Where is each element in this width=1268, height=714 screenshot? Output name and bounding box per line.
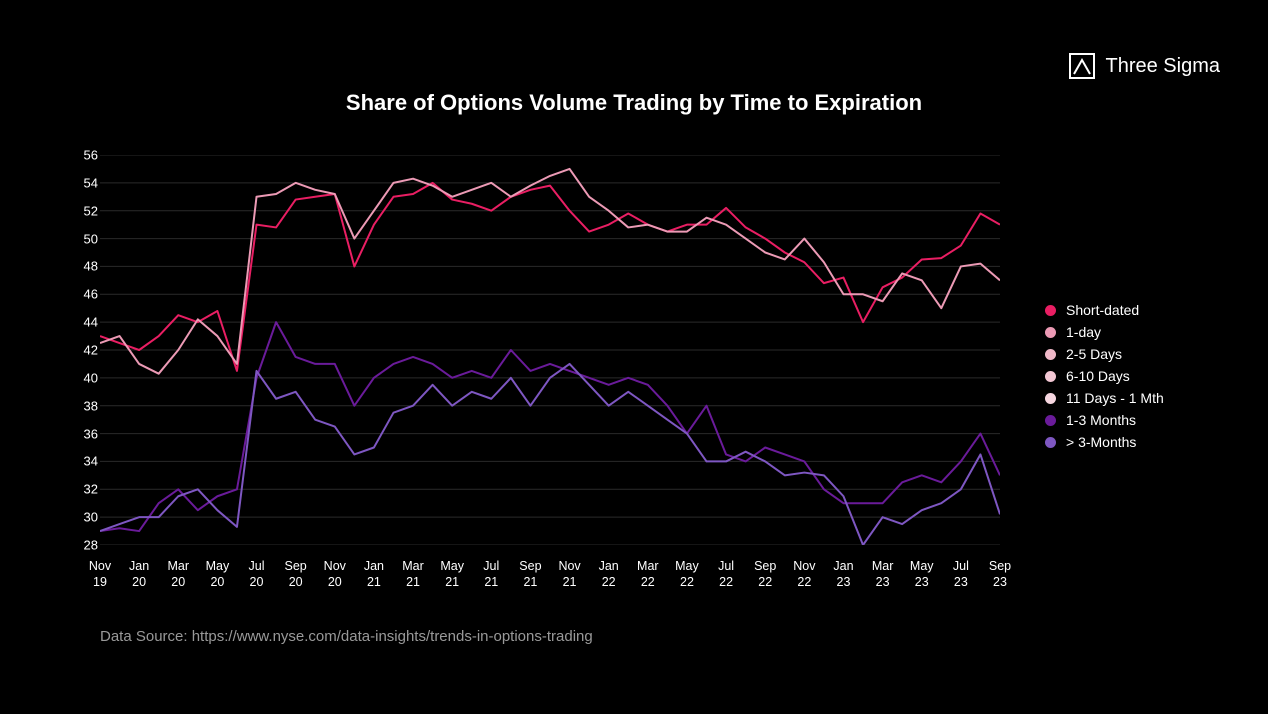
chart-legend: Short-dated 1-day 2-5 Days 6-10 Days 11 Days… xyxy=(1045,302,1164,450)
x-tick-label: Mar 22 xyxy=(637,558,659,591)
y-tick-label: 44 xyxy=(70,315,98,330)
legend-label: Short-dated xyxy=(1066,302,1139,318)
legend-label: 11 Days - 1 Mth xyxy=(1066,390,1164,406)
x-tick-label: Jan 22 xyxy=(599,558,619,591)
x-axis-labels: Nov 19Jan 20Mar 20May 20Jul 20Sep 20Nov … xyxy=(100,558,1000,598)
series-line-gt_three_months xyxy=(100,364,1000,545)
x-tick-label: Sep 22 xyxy=(754,558,776,591)
x-tick-label: Jul 21 xyxy=(483,558,499,591)
y-tick-label: 48 xyxy=(70,259,98,274)
series-line-one_three_months xyxy=(100,322,1000,531)
x-tick-label: May 23 xyxy=(910,558,934,591)
y-tick-label: 28 xyxy=(70,538,98,553)
brand-logo: Three Sigma xyxy=(1068,52,1221,80)
legend-item-two_five: 2-5 Days xyxy=(1045,346,1164,362)
x-tick-label: Sep 23 xyxy=(989,558,1011,591)
y-tick-label: 32 xyxy=(70,482,98,497)
legend-dot xyxy=(1045,305,1056,316)
logo-icon xyxy=(1068,52,1096,80)
legend-dot xyxy=(1045,327,1056,338)
x-tick-label: Jul 22 xyxy=(718,558,734,591)
x-tick-label: Mar 20 xyxy=(167,558,189,591)
legend-label: > 3-Months xyxy=(1066,434,1136,450)
legend-dot xyxy=(1045,371,1056,382)
legend-dot xyxy=(1045,437,1056,448)
y-tick-label: 42 xyxy=(70,343,98,358)
legend-item-one_day: 1-day xyxy=(1045,324,1164,340)
chart-plot-area xyxy=(100,155,1000,545)
legend-dot xyxy=(1045,415,1056,426)
x-tick-label: Mar 21 xyxy=(402,558,424,591)
legend-label: 6-10 Days xyxy=(1066,368,1130,384)
legend-item-eleven_month: 11 Days - 1 Mth xyxy=(1045,390,1164,406)
logo-text: Three Sigma xyxy=(1106,55,1221,78)
legend-dot xyxy=(1045,393,1056,404)
x-tick-label: Jul 20 xyxy=(249,558,265,591)
legend-item-gt_three_months: > 3-Months xyxy=(1045,434,1164,450)
legend-label: 1-3 Months xyxy=(1066,412,1136,428)
x-tick-label: May 22 xyxy=(675,558,699,591)
y-tick-label: 46 xyxy=(70,287,98,302)
y-tick-label: 34 xyxy=(70,454,98,469)
legend-dot xyxy=(1045,349,1056,360)
x-tick-label: Jan 23 xyxy=(833,558,853,591)
x-tick-label: Sep 21 xyxy=(519,558,541,591)
x-tick-label: Jan 21 xyxy=(364,558,384,591)
x-tick-label: Jan 20 xyxy=(129,558,149,591)
legend-label: 1-day xyxy=(1066,324,1101,340)
y-tick-label: 30 xyxy=(70,510,98,525)
x-tick-label: Nov 22 xyxy=(793,558,815,591)
chart-title: Share of Options Volume Trading by Time … xyxy=(0,90,1268,116)
y-tick-label: 54 xyxy=(70,175,98,190)
y-tick-label: 40 xyxy=(70,370,98,385)
x-tick-label: Sep 20 xyxy=(285,558,307,591)
x-tick-label: Mar 23 xyxy=(872,558,894,591)
y-tick-label: 50 xyxy=(70,231,98,246)
x-tick-label: Nov 20 xyxy=(324,558,346,591)
x-tick-label: Nov 19 xyxy=(89,558,111,591)
x-tick-label: Jul 23 xyxy=(953,558,969,591)
x-tick-label: May 21 xyxy=(440,558,464,591)
y-tick-label: 36 xyxy=(70,426,98,441)
y-tick-label: 38 xyxy=(70,398,98,413)
y-tick-label: 52 xyxy=(70,203,98,218)
legend-item-six_ten: 6-10 Days xyxy=(1045,368,1164,384)
series-line-one_day xyxy=(100,169,1000,374)
y-tick-label: 56 xyxy=(70,148,98,163)
legend-label: 2-5 Days xyxy=(1066,346,1122,362)
x-tick-label: May 20 xyxy=(206,558,230,591)
data-source-text: Data Source: https://www.nyse.com/data-i… xyxy=(100,628,593,645)
y-axis-labels: 283032343638404244464850525456 xyxy=(70,155,98,545)
legend-item-one_three_months: 1-3 Months xyxy=(1045,412,1164,428)
x-tick-label: Nov 21 xyxy=(558,558,580,591)
legend-item-short_dated: Short-dated xyxy=(1045,302,1164,318)
